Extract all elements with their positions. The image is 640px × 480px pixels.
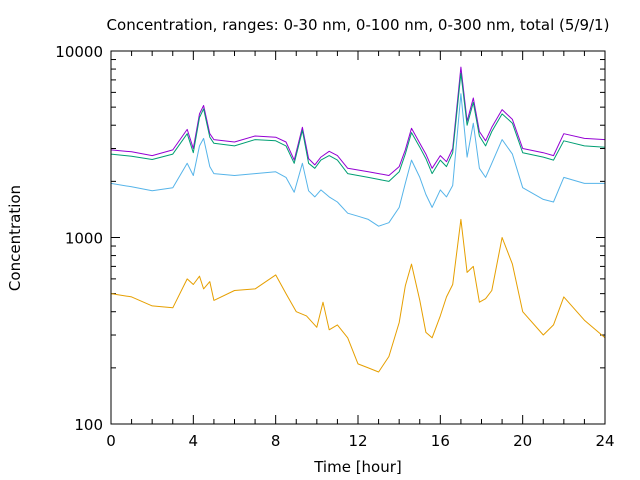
- series-line-4: [110, 218, 606, 373]
- ticks-layer: 0 4 8 12 16 20 24 100 1000 10000: [55, 43, 614, 450]
- x-axis-label: Time [hour]: [313, 458, 402, 476]
- x-tick-label: 20: [513, 432, 532, 450]
- y-tick-label: 100: [74, 416, 103, 434]
- x-tick-label: 12: [348, 432, 367, 450]
- x-tick-label: 4: [189, 432, 199, 450]
- series-layer: [110, 66, 606, 373]
- x-tick-label: 8: [271, 432, 281, 450]
- x-tick-label: 0: [106, 432, 116, 450]
- y-tick-label: 1000: [65, 230, 103, 248]
- series-line-1: [110, 66, 606, 176]
- x-tick-label: 24: [595, 432, 614, 450]
- y-axis-label: Concentration: [6, 185, 24, 291]
- chart-title: Concentration, ranges: 0-30 nm, 0-100 nm…: [107, 16, 610, 34]
- y-tick-label: 10000: [55, 43, 103, 61]
- series-line-2: [110, 72, 606, 182]
- x-tick-label: 16: [431, 432, 450, 450]
- series-line-3: [110, 93, 605, 227]
- plot-frame: [110, 50, 606, 425]
